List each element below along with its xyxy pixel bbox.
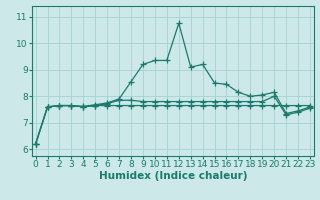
X-axis label: Humidex (Indice chaleur): Humidex (Indice chaleur) bbox=[99, 171, 247, 181]
